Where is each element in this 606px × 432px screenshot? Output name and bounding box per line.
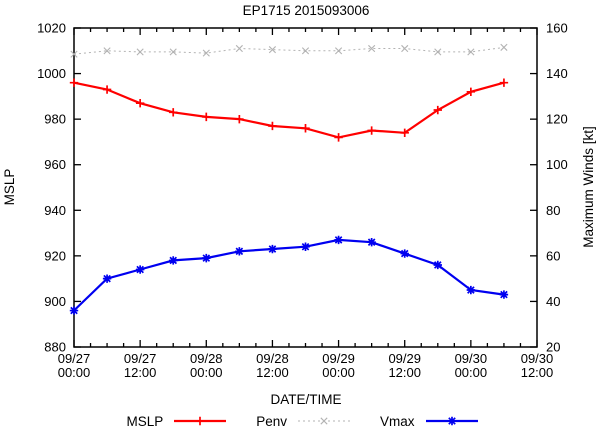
vmax-line — [73, 238, 505, 312]
x-tick-label: 09/30 00:00 — [455, 351, 488, 380]
series-layer — [69, 43, 509, 315]
y2-tick-label: 140 — [546, 66, 568, 81]
y2-tick-label: 120 — [546, 112, 568, 127]
x-tick-label: 09/29 12:00 — [388, 351, 421, 380]
vmax-markers — [69, 235, 509, 315]
mslp-line — [73, 81, 505, 139]
vmax-legend-marker — [447, 416, 456, 426]
x-tick-label: 09/29 00:00 — [322, 351, 355, 380]
x-tick-label: 09/30 12:00 — [521, 351, 554, 380]
y2-tick-label: 20 — [546, 340, 560, 355]
plot-border — [73, 27, 538, 348]
legend-item-penv: Penv — [256, 414, 352, 429]
penv-markers — [70, 43, 508, 58]
y2-tick-label: 160 — [546, 21, 568, 36]
y2-tick-label: 40 — [546, 294, 560, 309]
y-tick-label: 980 — [44, 112, 66, 127]
legend: MSLP Penv Vmax — [0, 410, 606, 432]
plot-frame: 880 20 900 40 920 60 940 80 960 100 980 120 1000 140 1… — [37, 21, 568, 381]
penv-legend-marker — [320, 417, 328, 425]
y-tick-label: 940 — [44, 203, 66, 218]
y-tick-label: 1020 — [37, 21, 66, 36]
penv-line — [73, 46, 504, 55]
y2-axis-title: Maximum Winds [kt] — [581, 126, 596, 248]
legend-label-vmax: Vmax — [380, 413, 415, 429]
x-tick-label: 09/27 00:00 — [58, 351, 91, 380]
x-tick-label: 09/27 12:00 — [124, 351, 157, 380]
x-axis-title: DATE/TIME — [270, 392, 341, 407]
legend-label-penv: Penv — [256, 413, 288, 429]
y-tick-label: 1000 — [37, 66, 66, 81]
legend-sample-mslp-line — [174, 416, 227, 426]
x-tick-label: 09/28 00:00 — [190, 351, 223, 380]
mslp-legend-marker — [196, 416, 205, 426]
y-tick-label: 900 — [44, 294, 66, 309]
y2-tick-label: 100 — [546, 157, 568, 172]
y-tick-label: 880 — [44, 340, 66, 355]
y-tick-label: 960 — [44, 157, 66, 172]
plot-canvas: EP1715 2015093006 MSLP Maximum Winds [kt… — [2, 3, 596, 407]
y-tick-label: 920 — [44, 248, 66, 263]
legend-item-vmax: Vmax — [380, 414, 480, 429]
legend-item-mslp: MSLP — [126, 414, 228, 429]
legend-sample-penv-line — [298, 417, 351, 425]
y2-tick-label: 80 — [546, 203, 560, 218]
legend-label-mslp: MSLP — [126, 413, 164, 429]
mslp-markers — [69, 78, 509, 142]
x-tick-label: 09/28 12:00 — [256, 351, 289, 380]
y2-tick-label: 60 — [546, 248, 560, 263]
y-axis-title: MSLP — [2, 169, 17, 206]
legend-sample-vmax-line — [425, 416, 478, 426]
chart-title: EP1715 2015093006 — [243, 3, 370, 18]
